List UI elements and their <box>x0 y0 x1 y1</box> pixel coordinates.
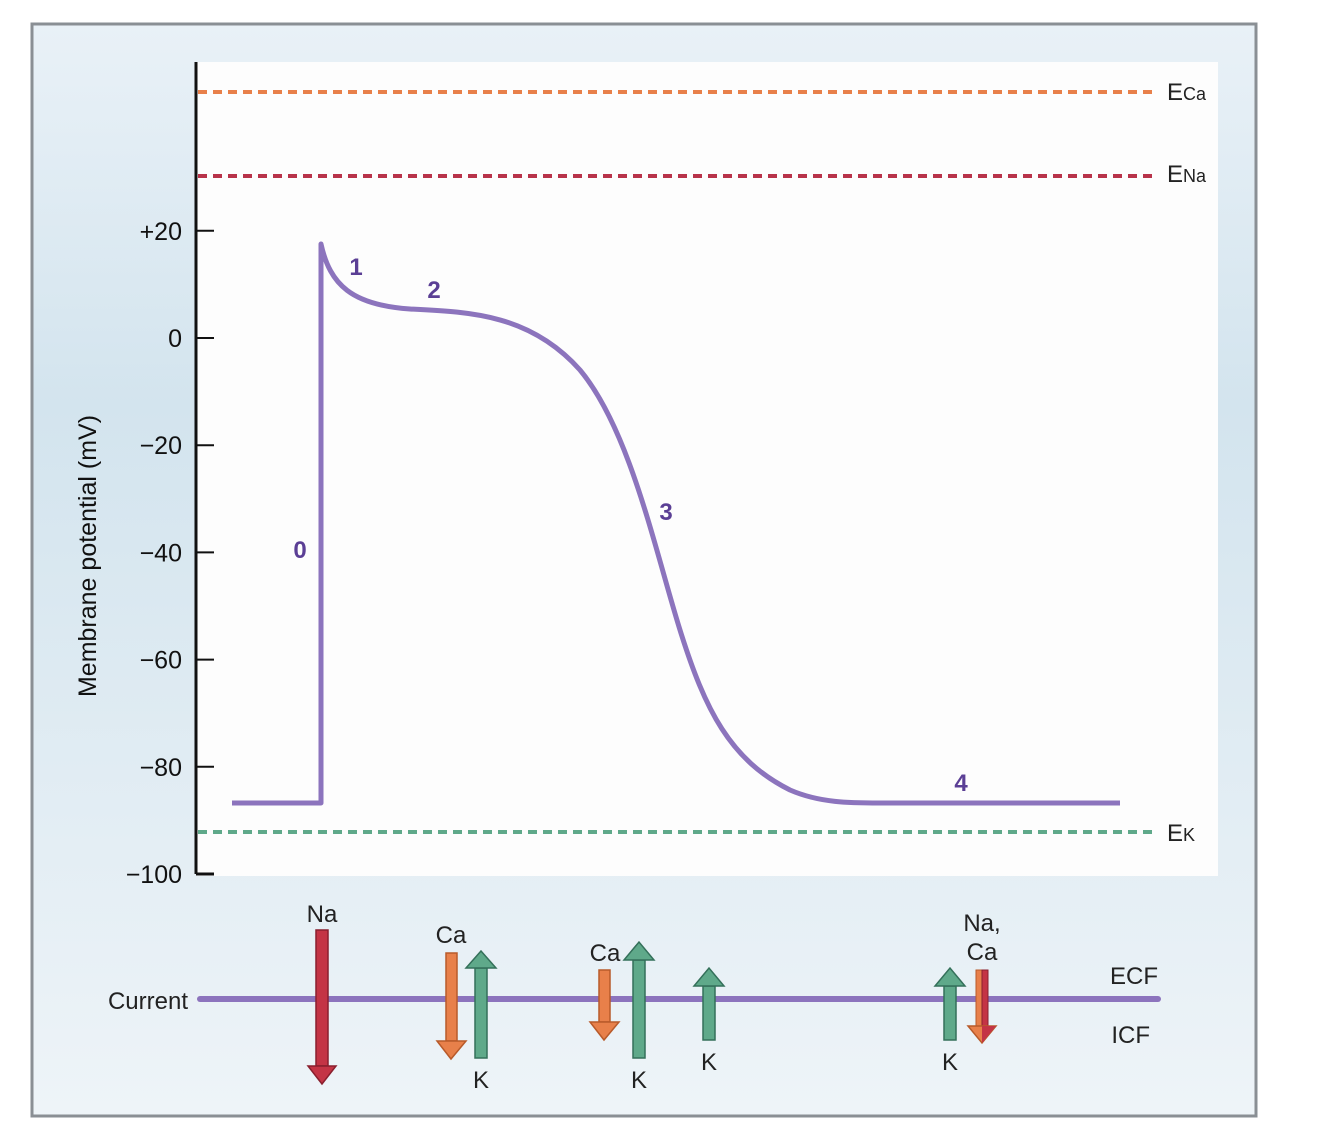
eca-label: ECa <box>1167 79 1207 106</box>
na-current-arrow <box>306 929 338 1086</box>
icf-label: ICF <box>1111 1022 1150 1049</box>
k-current-arrow-1 <box>464 949 498 1059</box>
k-current-arrow-3 <box>692 966 726 1041</box>
k-current-arrow-4 <box>933 966 967 1041</box>
ca-current-label-2: Ca <box>590 940 621 967</box>
k-current-arrow-2 <box>622 940 656 1059</box>
ecf-label: ECF <box>1110 963 1158 990</box>
ena-label: ENa <box>1167 161 1207 188</box>
ca-current-arrow-2 <box>588 969 621 1042</box>
k-current-label-2: K <box>631 1067 647 1094</box>
y-tick-label: −20 <box>140 432 182 460</box>
phase-0-label: 0 <box>293 537 306 564</box>
plot-area <box>196 62 1218 876</box>
k-current-label-1: K <box>473 1067 489 1094</box>
k-current-label-3: K <box>701 1049 717 1076</box>
y-tick-label: 0 <box>168 325 182 353</box>
naca-current-label-line2: Ca <box>967 939 998 966</box>
action-potential-curve <box>232 241 1120 806</box>
y-tick-label: −40 <box>140 539 182 567</box>
phase-1-label: 1 <box>349 254 362 281</box>
phase-3-label: 3 <box>659 499 672 526</box>
y-tick-label: −80 <box>140 754 182 782</box>
y-tick-label: −100 <box>126 861 182 889</box>
naca-current-arrow <box>966 969 998 1045</box>
naca-current-label-line1: Na, <box>963 910 1000 937</box>
y-axis-ticks: +20 0 −20 −40 −60 −80 −100 <box>126 218 214 889</box>
y-tick-label: +20 <box>140 218 182 246</box>
phase-2-label: 2 <box>427 277 440 304</box>
k-current-label-4: K <box>942 1049 958 1076</box>
current-row-label: Current <box>108 988 188 1015</box>
na-current-label: Na <box>307 901 338 928</box>
y-tick-label: −60 <box>140 647 182 675</box>
y-axis-title: Membrane potential (mV) <box>74 415 102 697</box>
phase-4-label: 4 <box>954 770 968 797</box>
ca-current-arrow-1 <box>435 952 468 1061</box>
ca-current-label-1: Ca <box>436 922 467 949</box>
ek-label: EK <box>1167 820 1195 847</box>
